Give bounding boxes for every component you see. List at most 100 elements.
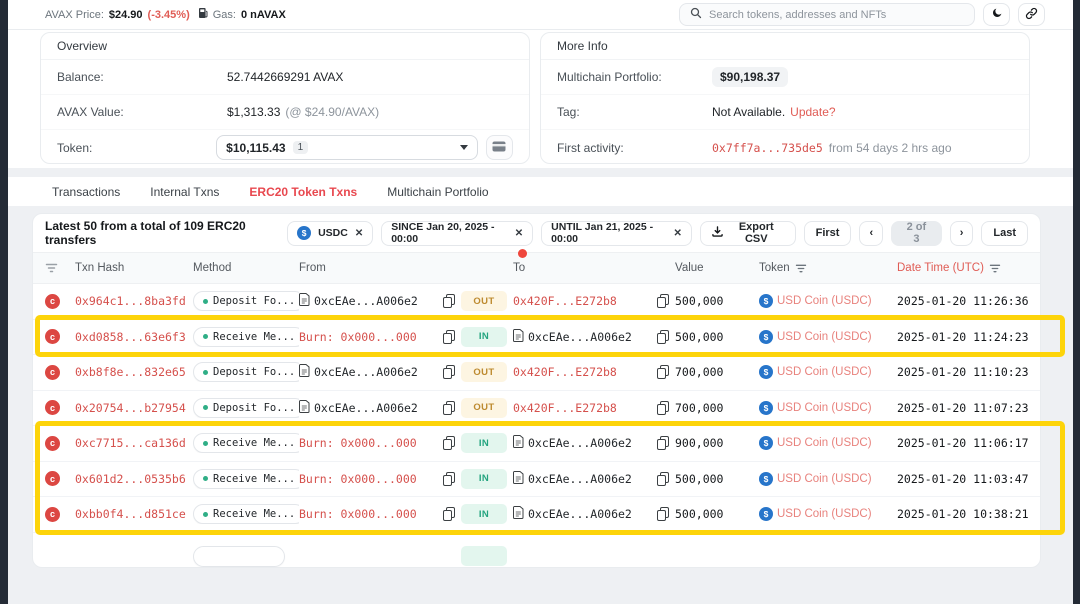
to-cell-address-link[interactable]: 0xcEAe...A006e2 <box>528 472 632 486</box>
transfer-datetime: 2025-01-20 11:26:36 <box>897 294 1028 308</box>
remove-filter-icon[interactable]: ✕ <box>674 228 682 239</box>
contract-icon <box>513 435 524 451</box>
from-cell-address-link[interactable]: 0xcEAe...A006e2 <box>314 294 418 308</box>
from-cell-burn-link[interactable]: Burn: 0x000...000 <box>299 436 417 450</box>
to-cell-address-link[interactable]: 0xcEAe...A006e2 <box>528 507 632 521</box>
copy-icon <box>443 365 455 379</box>
copy-to-button[interactable] <box>651 507 675 521</box>
copy-to-button[interactable] <box>651 330 675 344</box>
last-page-button[interactable]: Last <box>981 221 1028 246</box>
error-status-icon[interactable]: c <box>45 294 60 309</box>
token-name-link[interactable]: USD Coin (USDC) <box>777 402 872 414</box>
token-name-link[interactable]: USD Coin (USDC) <box>777 331 872 343</box>
token-name-link[interactable]: USD Coin (USDC) <box>777 437 872 449</box>
method-label: Receive Me... <box>213 437 295 449</box>
to-cell-address-link[interactable]: 0x420F...E272b8 <box>513 365 617 379</box>
to-cell-address-link[interactable]: 0x420F...E272b8 <box>513 401 617 415</box>
download-icon <box>712 226 723 240</box>
txn-hash-link[interactable]: 0x20754...b27954 <box>75 401 186 415</box>
copy-from-button[interactable] <box>437 436 461 450</box>
remove-filter-icon[interactable]: ✕ <box>515 228 523 239</box>
portfolio-value-badge[interactable]: $90,198.37 <box>712 67 788 87</box>
token-name-link[interactable]: USD Coin (USDC) <box>777 508 872 520</box>
filter-chip-2[interactable]: SINCE Jan 20, 2025 - 00:00✕ <box>381 221 533 246</box>
search-input[interactable] <box>709 9 964 21</box>
copy-to-button[interactable] <box>651 472 675 486</box>
to-cell-address-link[interactable]: 0x420F...E272b8 <box>513 294 617 308</box>
table-body: c 0x964c1...8ba3fd Deposit Fo... 0xcEAe...A… <box>33 284 1040 568</box>
filter-column-icon[interactable] <box>45 263 75 273</box>
avax-value-row: AVAX Value: $1,313.33 (@ $24.90/AVAX) <box>41 95 529 130</box>
error-status-icon[interactable]: c <box>45 329 60 344</box>
error-status-icon[interactable]: c <box>45 400 60 415</box>
to-cell-address-link[interactable]: 0xcEAe...A006e2 <box>528 436 632 450</box>
next-page-button[interactable]: › <box>950 221 974 246</box>
method-pill[interactable]: Receive Me... <box>193 327 299 347</box>
method-pill[interactable] <box>193 546 285 567</box>
tab-transactions[interactable]: Transactions <box>52 185 120 199</box>
to-cell-address-link[interactable]: 0xcEAe...A006e2 <box>528 330 632 344</box>
page-indicator: 2 of 3 <box>891 221 942 246</box>
txn-hash-link[interactable]: 0x964c1...8ba3fd <box>75 294 186 308</box>
avax-price: AVAX Price: $24.90 (-3.45%) <box>45 9 190 21</box>
error-status-icon[interactable]: c <box>45 365 60 380</box>
txn-hash-link[interactable]: 0x601d2...0535b6 <box>75 472 186 486</box>
copy-from-button[interactable] <box>437 330 461 344</box>
prev-page-button[interactable]: ‹ <box>859 221 883 246</box>
copy-to-button[interactable] <box>651 294 675 308</box>
copy-from-button[interactable] <box>437 365 461 379</box>
search-bar[interactable] <box>679 3 975 26</box>
copy-to-button[interactable] <box>651 436 675 450</box>
filter-chip-1[interactable]: $USDC✕ <box>287 221 373 246</box>
error-status-icon[interactable]: c <box>45 436 60 451</box>
wallet-button[interactable] <box>486 135 513 160</box>
first-activity-hash-link[interactable]: 0x7ff7a...735de5 <box>712 141 823 155</box>
header-token[interactable]: Token <box>759 262 897 274</box>
filter-chip-3[interactable]: UNTIL Jan 21, 2025 - 00:00✕ <box>541 221 692 246</box>
method-pill[interactable]: Deposit Fo... <box>193 291 299 311</box>
token-dropdown[interactable]: $10,115.43 1 <box>216 135 478 160</box>
avax-price-value: $24.90 <box>109 9 143 21</box>
txn-hash-link[interactable]: 0xb8f8e...832e65 <box>75 365 186 379</box>
copy-from-button[interactable] <box>437 472 461 486</box>
header-date-time[interactable]: Date Time (UTC) <box>897 262 1028 274</box>
method-pill[interactable]: Deposit Fo... <box>193 362 299 382</box>
more-info-title: More Info <box>541 33 1029 60</box>
copy-to-button[interactable] <box>651 401 675 415</box>
export-csv-button[interactable]: Export CSV <box>700 221 796 246</box>
token-name-link[interactable]: USD Coin (USDC) <box>777 366 872 378</box>
copy-from-button[interactable] <box>437 294 461 308</box>
tag-update-link[interactable]: Update? <box>790 105 835 119</box>
from-cell-burn-link[interactable]: Burn: 0x000...000 <box>299 330 417 344</box>
from-cell: Burn: 0x000...000 <box>299 472 437 486</box>
method-pill[interactable]: Receive Me... <box>193 433 299 453</box>
export-csv-label: Export CSV <box>729 221 784 245</box>
txn-hash-link[interactable]: 0xd0858...63e6f3 <box>75 330 186 344</box>
remove-filter-icon[interactable]: ✕ <box>355 228 363 239</box>
from-cell-address-link[interactable]: 0xcEAe...A006e2 <box>314 401 418 415</box>
to-cell: 0xcEAe...A006e2 <box>513 435 651 451</box>
first-page-button[interactable]: First <box>804 221 852 246</box>
txn-hash-link[interactable]: 0xbb0f4...d851ce <box>75 507 186 521</box>
txn-hash-link[interactable]: 0xc7715...ca136d <box>75 436 186 450</box>
copy-link-button[interactable] <box>1018 3 1045 26</box>
transfer-datetime: 2025-01-20 11:03:47 <box>897 472 1028 486</box>
token-name-link[interactable]: USD Coin (USDC) <box>777 473 872 485</box>
method-pill[interactable]: Deposit Fo... <box>193 398 299 418</box>
tab-multichain-portfolio[interactable]: Multichain Portfolio <box>387 185 488 199</box>
method-pill[interactable]: Receive Me... <box>193 469 299 489</box>
method-pill[interactable]: Receive Me... <box>193 504 299 524</box>
error-status-icon[interactable]: c <box>45 507 60 522</box>
error-status-icon[interactable]: c <box>45 471 60 486</box>
tab-erc20-token-txns[interactable]: ERC20 Token Txns <box>249 185 357 199</box>
tab-internal-txns[interactable]: Internal Txns <box>150 185 219 199</box>
from-cell-burn-link[interactable]: Burn: 0x000...000 <box>299 507 417 521</box>
dark-mode-toggle[interactable] <box>983 3 1010 26</box>
copy-from-button[interactable] <box>437 401 461 415</box>
copy-to-button[interactable] <box>651 365 675 379</box>
token-name-link[interactable]: USD Coin (USDC) <box>777 295 872 307</box>
from-cell-address-link[interactable]: 0xcEAe...A006e2 <box>314 365 418 379</box>
copy-from-button[interactable] <box>437 507 461 521</box>
from-cell-burn-link[interactable]: Burn: 0x000...000 <box>299 472 417 486</box>
datetime-cell: 2025-01-20 11:03:47 <box>897 472 1028 486</box>
